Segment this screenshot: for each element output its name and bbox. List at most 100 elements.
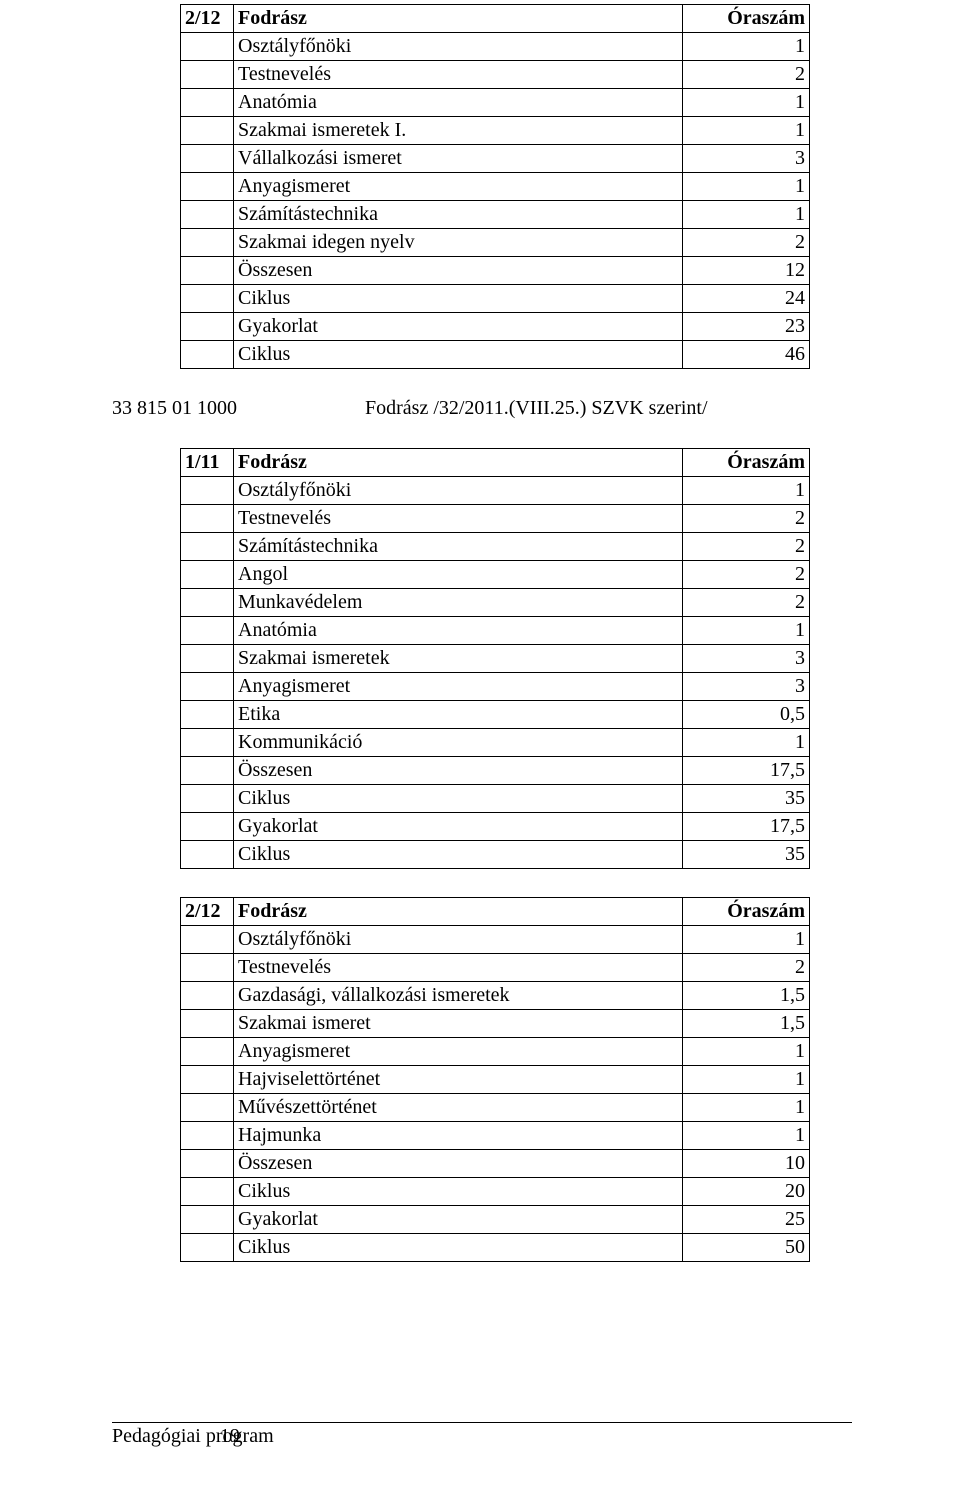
cell-label: Gyakorlat <box>234 1206 683 1234</box>
cell-label: Munkavédelem <box>234 589 683 617</box>
cell-stub <box>181 757 234 785</box>
cell-stub <box>181 533 234 561</box>
cell-value: 1 <box>683 729 810 757</box>
cell-value: 17,5 <box>683 813 810 841</box>
table-row: Hajmunka1 <box>181 1122 810 1150</box>
cell-stub <box>181 477 234 505</box>
table-row: Hajviselettörténet1 <box>181 1066 810 1094</box>
table-row: Osztályfőnöki1 <box>181 477 810 505</box>
cell-stub <box>181 589 234 617</box>
cell-value: 1 <box>683 1094 810 1122</box>
cell-value: 2 <box>683 533 810 561</box>
cell-value: 3 <box>683 145 810 173</box>
cell-label: Összesen <box>234 1150 683 1178</box>
cell-label: Fodrász <box>234 449 683 477</box>
page-footer: Pedagógiai program19 <box>112 1422 852 1448</box>
table-row: Testnevelés2 <box>181 61 810 89</box>
cell-label: Vállalkozási ismeret <box>234 145 683 173</box>
cell-value: 12 <box>683 257 810 285</box>
cell-stub <box>181 701 234 729</box>
cell-label: Anyagismeret <box>234 673 683 701</box>
data-table: 1/11FodrászÓraszámOsztályfőnöki1Testneve… <box>180 448 810 869</box>
table-row: Összesen17,5 <box>181 757 810 785</box>
cell-value: 2 <box>683 954 810 982</box>
cell-stub <box>181 145 234 173</box>
cell-stub <box>181 33 234 61</box>
page-number: 19 <box>220 1425 240 1448</box>
table-row: Anyagismeret1 <box>181 173 810 201</box>
table-row: 2/12FodrászÓraszám <box>181 898 810 926</box>
cell-stub <box>181 1010 234 1038</box>
cell-value: 3 <box>683 673 810 701</box>
table-row: Anyagismeret1 <box>181 1038 810 1066</box>
footer-row: Pedagógiai program19 <box>112 1425 852 1448</box>
table-row: Gyakorlat23 <box>181 313 810 341</box>
cell-label: Osztályfőnöki <box>234 477 683 505</box>
cell-label: Hajmunka <box>234 1122 683 1150</box>
cell-value: Óraszám <box>683 898 810 926</box>
cell-stub <box>181 1094 234 1122</box>
cell-label: Szakmai ismeretek <box>234 645 683 673</box>
cell-value: 1 <box>683 617 810 645</box>
cell-stub <box>181 229 234 257</box>
course-code: 33 815 01 1000 <box>112 397 237 419</box>
cell-stub <box>181 813 234 841</box>
cell-label: Osztályfőnöki <box>234 33 683 61</box>
table-row: Gazdasági, vállalkozási ismeretek1,5 <box>181 982 810 1010</box>
cell-value: 20 <box>683 1178 810 1206</box>
table-row: Osztályfőnöki1 <box>181 33 810 61</box>
cell-value: 46 <box>683 341 810 369</box>
cell-label: Anatómia <box>234 617 683 645</box>
table-row: Szakmai ismeretek3 <box>181 645 810 673</box>
cell-label: Gazdasági, vállalkozási ismeretek <box>234 982 683 1010</box>
cell-stub <box>181 1178 234 1206</box>
cell-label: Szakmai ismeretek I. <box>234 117 683 145</box>
cell-label: Ciklus <box>234 341 683 369</box>
footer-title: Pedagógiai program <box>112 1425 274 1448</box>
cell-stub <box>181 645 234 673</box>
cell-value: 50 <box>683 1234 810 1262</box>
table-row: Osztályfőnöki1 <box>181 926 810 954</box>
cell-label: Ciklus <box>234 785 683 813</box>
cell-value: 35 <box>683 785 810 813</box>
table-row: Számítástechnika2 <box>181 533 810 561</box>
cell-stub <box>181 561 234 589</box>
table-row: Ciklus35 <box>181 841 810 869</box>
cell-label: Művészettörténet <box>234 1094 683 1122</box>
table-row: Angol2 <box>181 561 810 589</box>
table-row: 2/12FodrászÓraszám <box>181 5 810 33</box>
table-row: Ciklus46 <box>181 341 810 369</box>
table-row: Összesen12 <box>181 257 810 285</box>
cell-value: 10 <box>683 1150 810 1178</box>
cell-stub <box>181 313 234 341</box>
cell-value: 35 <box>683 841 810 869</box>
cell-label: Szakmai idegen nyelv <box>234 229 683 257</box>
cell-label: Számítástechnika <box>234 201 683 229</box>
table-row: Anatómia1 <box>181 617 810 645</box>
cell-value: 1 <box>683 477 810 505</box>
cell-label: Összesen <box>234 757 683 785</box>
cell-stub <box>181 1122 234 1150</box>
cell-value: 1 <box>683 1066 810 1094</box>
table-row: 1/11FodrászÓraszám <box>181 449 810 477</box>
cell-stub <box>181 785 234 813</box>
section-heading: 33 815 01 1000 Fodrász /32/2011.(VIII.25.… <box>112 397 852 420</box>
cell-stub <box>181 117 234 145</box>
cell-label: Anyagismeret <box>234 1038 683 1066</box>
cell-stub <box>181 341 234 369</box>
table-row: Vállalkozási ismeret3 <box>181 145 810 173</box>
cell-value: 0,5 <box>683 701 810 729</box>
cell-stub <box>181 505 234 533</box>
cell-value: 1 <box>683 926 810 954</box>
course-description: Fodrász /32/2011.(VIII.25.) SZVK szerint… <box>365 397 708 419</box>
cell-label: Angol <box>234 561 683 589</box>
cell-label: Hajviselettörténet <box>234 1066 683 1094</box>
content-area: 2/12FodrászÓraszámOsztályfőnöki1Testneve… <box>112 4 852 1262</box>
cell-label: Testnevelés <box>234 505 683 533</box>
table-row: Anyagismeret3 <box>181 673 810 701</box>
cell-stub <box>181 673 234 701</box>
cell-value: 2 <box>683 229 810 257</box>
cell-value: 25 <box>683 1206 810 1234</box>
cell-label: Anatómia <box>234 89 683 117</box>
cell-stub <box>181 1038 234 1066</box>
